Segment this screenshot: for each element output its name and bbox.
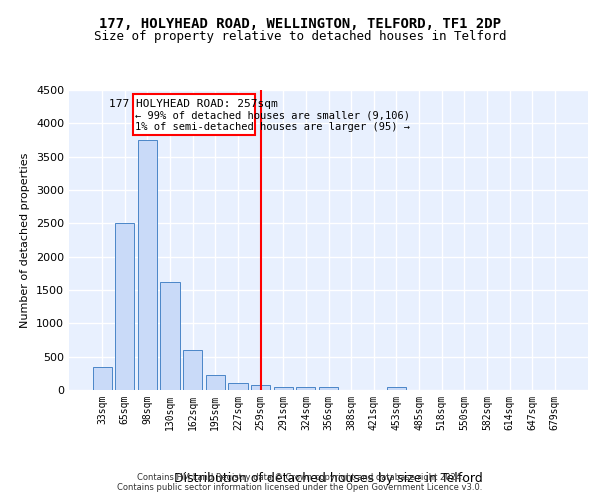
Bar (387, 386, 406, 390)
Y-axis label: Number of detached properties: Number of detached properties (20, 152, 31, 328)
Bar (115, 224, 134, 390)
Bar (296, 386, 316, 390)
Bar (319, 386, 338, 390)
Bar (274, 386, 293, 390)
Bar (92, 366, 112, 390)
Bar (160, 282, 180, 390)
Text: 1% of semi-detached houses are larger (95) →: 1% of semi-detached houses are larger (9… (136, 122, 410, 132)
Bar (251, 385, 270, 390)
Text: Contains public sector information licensed under the Open Government Licence v3: Contains public sector information licen… (118, 484, 482, 492)
Bar (183, 350, 202, 390)
Text: 177, HOLYHEAD ROAD, WELLINGTON, TELFORD, TF1 2DP: 177, HOLYHEAD ROAD, WELLINGTON, TELFORD,… (99, 18, 501, 32)
Bar (229, 382, 248, 390)
FancyBboxPatch shape (133, 94, 255, 136)
Text: Contains HM Land Registry data © Crown copyright and database right 2024.: Contains HM Land Registry data © Crown c… (137, 472, 463, 482)
Text: Size of property relative to detached houses in Telford: Size of property relative to detached ho… (94, 30, 506, 43)
Text: 177 HOLYHEAD ROAD: 257sqm: 177 HOLYHEAD ROAD: 257sqm (109, 98, 278, 108)
X-axis label: Distribution of detached houses by size in Telford: Distribution of detached houses by size … (174, 472, 483, 485)
Text: ← 99% of detached houses are smaller (9,106): ← 99% of detached houses are smaller (9,… (136, 110, 410, 120)
Bar (138, 140, 157, 390)
Bar (206, 374, 225, 390)
